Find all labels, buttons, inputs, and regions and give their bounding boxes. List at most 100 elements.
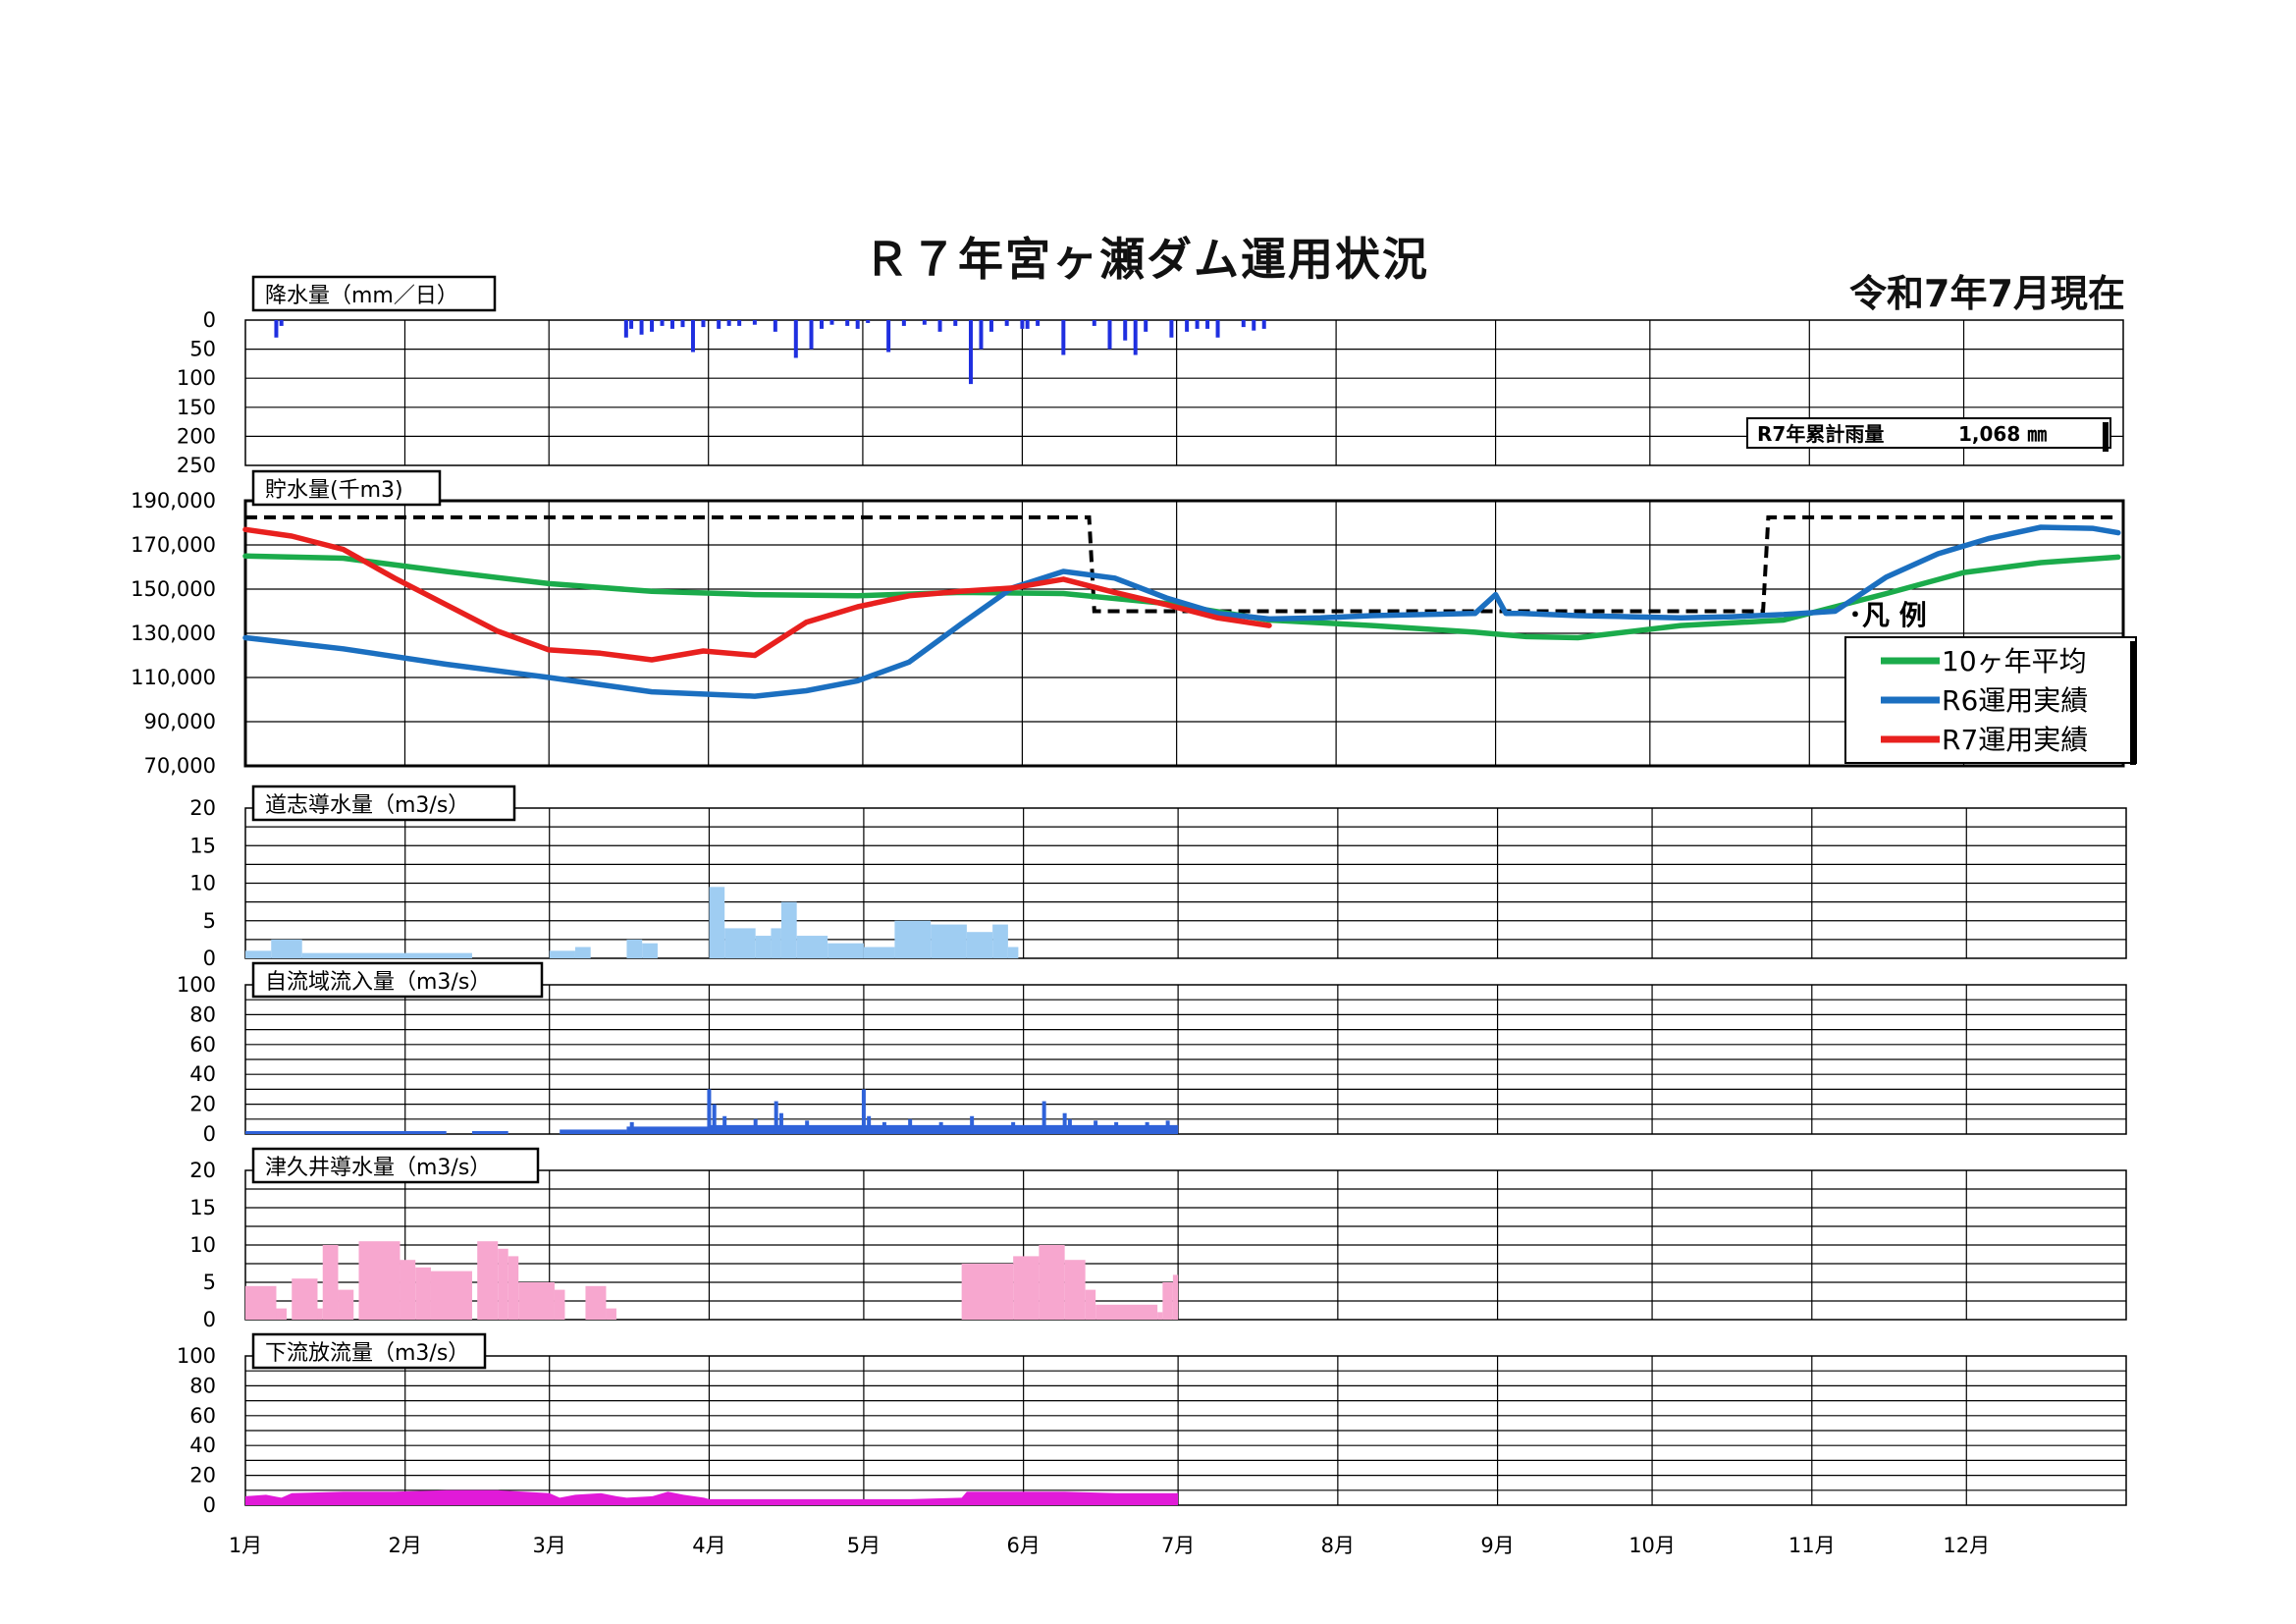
tsukui-bar	[317, 1308, 323, 1320]
tsukui-bar	[1064, 1260, 1086, 1320]
month-label: 9月	[1480, 1534, 1514, 1557]
month-label: 3月	[533, 1534, 566, 1557]
inflow-title: 自流域流入量（m3/s）	[265, 970, 491, 995]
inflow-base-bar	[471, 1130, 508, 1134]
doshi-bar	[301, 952, 472, 958]
outflow-ytick: 80	[189, 1374, 216, 1397]
tsukui-ytick: 15	[189, 1196, 216, 1219]
storage-ytick: 70,000	[144, 754, 216, 778]
storage-upper-limit-line	[245, 514, 2118, 614]
rain-bar	[922, 320, 927, 325]
inflow-spike-bar	[629, 1121, 634, 1134]
month-label: 4月	[692, 1534, 725, 1557]
inflow-spike-bar	[1145, 1121, 1149, 1134]
rain-bar	[629, 320, 634, 329]
tsukui-ytick: 5	[203, 1271, 216, 1294]
rain-bar	[820, 320, 825, 329]
storage-title: 貯水量(千m3)	[265, 478, 403, 503]
rain-bar	[855, 320, 860, 329]
inflow-title-box: 自流域流入量（m3/s）	[251, 961, 544, 999]
rain-bar	[1123, 320, 1128, 341]
tsukui-bar	[477, 1241, 499, 1320]
doshi-bar	[574, 947, 591, 958]
rain-bar	[717, 320, 721, 329]
inflow-ytick: 80	[189, 1002, 216, 1026]
month-label: 2月	[389, 1534, 422, 1557]
rain-bar	[279, 320, 284, 326]
storage-ytick: 90,000	[144, 710, 216, 733]
month-label: 8月	[1321, 1534, 1355, 1557]
rain-bar	[1241, 320, 1246, 328]
rain-ytick: 250	[177, 454, 216, 477]
inflow-spike-bar	[908, 1118, 913, 1134]
doshi-bar	[771, 928, 781, 958]
inflow-spike-bar	[722, 1115, 727, 1134]
inflow-base-bar	[245, 1130, 447, 1134]
rain-bar	[1144, 320, 1148, 332]
storage-ytick: 190,000	[131, 489, 216, 513]
inflow-spike-bar	[774, 1101, 778, 1134]
doshi-ytick: 15	[189, 834, 216, 857]
tsukui-bar	[1157, 1312, 1163, 1320]
doshi-bar	[894, 920, 932, 958]
inflow-spike-bar	[1165, 1120, 1170, 1134]
month-label: 12月	[1943, 1534, 1990, 1557]
legend-title: ･凡 例	[1848, 599, 1927, 631]
doshi-bar	[796, 936, 828, 958]
tsukui-bar	[606, 1308, 616, 1320]
doshi-bar	[549, 950, 575, 958]
tsukui-ytick: 20	[189, 1159, 216, 1182]
rain-bar	[866, 320, 871, 323]
tsukui-bar	[1095, 1304, 1158, 1320]
tsukui-bar	[276, 1308, 287, 1320]
storage-ytick: 110,000	[131, 666, 216, 689]
inflow-spike-bar	[881, 1121, 886, 1134]
inflow-spike-bar	[970, 1115, 975, 1134]
month-label: 5月	[847, 1534, 881, 1557]
tsukui-bar	[338, 1289, 354, 1320]
tsukui-bar	[507, 1256, 519, 1320]
rain-bar	[623, 320, 628, 338]
tsukui-panel: 0 5 10 15 20 津久井導水量（m3/s）	[189, 1147, 2127, 1331]
doshi-bar	[724, 928, 756, 958]
inflow-spike-bar	[712, 1104, 717, 1134]
rain-bar	[1185, 320, 1190, 332]
rain-bar	[660, 320, 665, 326]
doshi-ytick: 20	[189, 796, 216, 820]
rain-bar	[680, 320, 685, 328]
rain-bar	[670, 320, 675, 329]
rain-bar	[1061, 320, 1066, 355]
tsukui-bar	[292, 1278, 318, 1320]
inflow-spike-bar	[778, 1112, 783, 1134]
rain-ytick: 200	[177, 424, 216, 448]
doshi-bar	[755, 936, 772, 958]
month-label: 1月	[229, 1534, 262, 1557]
rain-bar	[726, 320, 731, 326]
doshi-bar	[642, 943, 658, 958]
outflow-title: 下流放流量（m3/s）	[265, 1341, 469, 1366]
outflow-panel: 0 20 40 60 80 100 下流放流量（m3/s）	[177, 1332, 2127, 1517]
rain-bar	[937, 320, 942, 332]
rain-bar	[690, 320, 695, 352]
doshi-title-box: 道志導水量（m3/s）	[251, 785, 516, 822]
outflow-ytick: 60	[189, 1404, 216, 1428]
rain-bar	[979, 320, 984, 350]
rain-bar	[1092, 320, 1096, 326]
doshi-panel: 0 5 10 15 20 道志導水量（m3/s）	[189, 785, 2127, 970]
tsukui-bar	[1039, 1245, 1065, 1320]
rain-bar	[1133, 320, 1138, 355]
tsukui-bar	[1162, 1282, 1173, 1320]
doshi-bar	[780, 901, 797, 958]
rain-bar	[1261, 320, 1266, 329]
month-label: 6月	[1006, 1534, 1040, 1557]
inflow-spike-bar	[861, 1089, 866, 1134]
legend: ･凡 例 10ヶ年平均 R6運用実績 R7運用実績	[1844, 599, 2137, 765]
inflow-spike-bar	[1067, 1118, 1072, 1134]
inflow-spike-bar	[1094, 1120, 1098, 1134]
rain-ytick: 50	[189, 338, 216, 361]
as-of-date: 令和7年7月現在	[1849, 272, 2125, 315]
inflow-base-bar	[626, 1126, 710, 1134]
inflow-ytick: 20	[189, 1093, 216, 1116]
rain-bar	[1205, 320, 1210, 329]
rain-bar	[886, 320, 891, 352]
